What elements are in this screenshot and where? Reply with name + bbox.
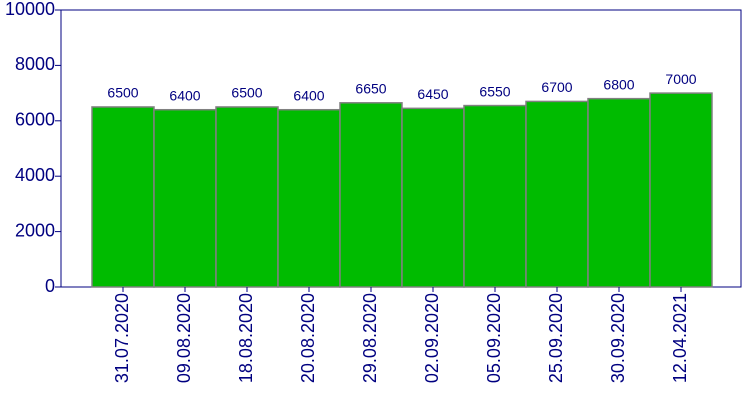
- y-tick-label: 2000: [15, 220, 55, 240]
- x-tick-label: 05.09.2020: [484, 293, 504, 383]
- x-tick-label: 31.07.2020: [112, 293, 132, 383]
- bar: [277, 108, 341, 288]
- bar: [339, 102, 403, 288]
- bar: [649, 92, 713, 288]
- value-label: 6500: [231, 85, 262, 101]
- x-tick-label: 02.09.2020: [422, 293, 442, 383]
- y-tick-label: 0: [45, 276, 55, 296]
- x-tick-label: 20.08.2020: [298, 293, 318, 383]
- bar: [401, 107, 465, 288]
- bar: [215, 106, 279, 288]
- value-label: 6500: [107, 85, 138, 101]
- value-label: 6400: [169, 87, 200, 103]
- bar: [525, 100, 589, 288]
- value-label: 6550: [479, 83, 510, 99]
- x-tick-label: 12.04.2021: [670, 293, 690, 383]
- value-label: 6800: [603, 76, 634, 92]
- value-label: 6650: [355, 80, 386, 96]
- x-tick-label: 09.08.2020: [174, 293, 194, 383]
- bar: [153, 108, 217, 288]
- value-label: 6450: [417, 86, 448, 102]
- y-tick-label: 4000: [15, 165, 55, 185]
- bar: [587, 97, 651, 288]
- x-tick-label: 18.08.2020: [236, 293, 256, 383]
- value-label: 7000: [665, 71, 696, 87]
- value-label: 6400: [293, 87, 324, 103]
- x-tick-label: 29.08.2020: [360, 293, 380, 383]
- value-label: 6700: [541, 79, 572, 95]
- y-tick-label: 8000: [15, 54, 55, 74]
- bar: [463, 104, 527, 288]
- y-tick-label: 10000: [5, 0, 55, 19]
- x-tick-label: 25.09.2020: [546, 293, 566, 383]
- y-tick-label: 6000: [15, 110, 55, 130]
- bar: [91, 106, 155, 288]
- x-tick-label: 30.09.2020: [608, 293, 628, 383]
